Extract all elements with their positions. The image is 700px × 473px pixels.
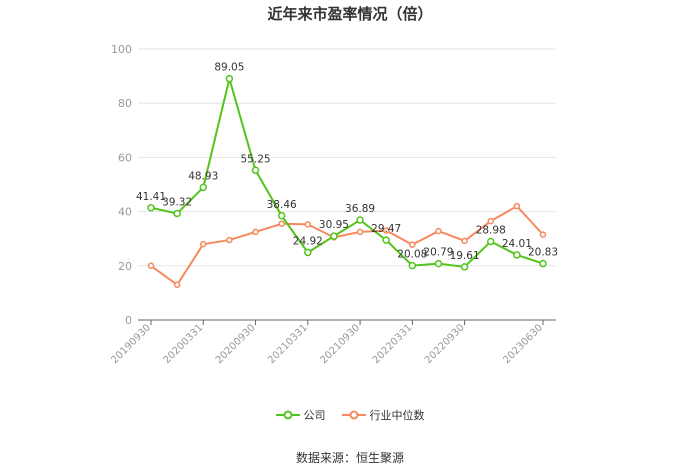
data-point-company <box>304 248 312 257</box>
data-label: 24.92 <box>293 235 323 247</box>
data-label: 36.89 <box>345 203 375 215</box>
data-label: 20.79 <box>423 247 453 259</box>
data-point-industry <box>513 202 521 210</box>
data-label: 39.32 <box>162 196 192 208</box>
data-point-company <box>251 166 260 175</box>
line-circle-icon <box>275 410 300 420</box>
data-point-industry <box>382 227 390 234</box>
data-label: 20.08 <box>397 249 427 261</box>
data-label: 41.41 <box>136 191 166 203</box>
data-point-company <box>460 263 469 271</box>
data-point-industry <box>487 217 494 225</box>
legend-item-company[interactable]: 公司 <box>275 407 326 423</box>
x-tick-label: 20190930 <box>109 322 153 366</box>
data-point-company <box>330 232 338 240</box>
data-point-company <box>199 183 208 192</box>
x-tick-label: 20200331 <box>162 322 206 366</box>
data-label: 28.98 <box>476 224 506 236</box>
data-label: 24.01 <box>502 238 532 250</box>
data-point-company <box>277 212 286 220</box>
data-point-company <box>513 251 521 259</box>
data-point-industry <box>252 228 259 236</box>
data-label: 19.61 <box>450 250 480 262</box>
y-tick-label: 60 <box>118 151 132 164</box>
data-point-company <box>434 259 443 268</box>
line-circle-icon <box>341 410 366 420</box>
y-tick-label: 40 <box>118 206 132 219</box>
data-label: 38.46 <box>267 199 297 211</box>
data-point-industry <box>278 220 285 228</box>
data-point-industry <box>409 241 416 248</box>
data-point-company <box>382 236 390 244</box>
data-point-industry <box>356 228 364 236</box>
series-line-industry <box>150 204 544 287</box>
data-label: 29.47 <box>371 223 401 235</box>
data-point-company <box>539 259 547 268</box>
legend-label-industry: 行业中位数 <box>369 409 425 422</box>
data-point-company <box>486 237 495 246</box>
x-tick-label: 20220930 <box>423 322 467 366</box>
data-label: 20.83 <box>528 247 558 259</box>
x-tick-label: 20210331 <box>266 322 310 366</box>
y-tick-label: 100 <box>111 43 132 56</box>
data-point-industry <box>226 236 233 244</box>
x-tick-label: 20210930 <box>318 322 362 366</box>
legend-item-industry[interactable]: 行业中位数 <box>341 407 425 423</box>
data-point-industry <box>147 262 155 270</box>
data-point-company <box>147 204 155 212</box>
legend-label-company: 公司 <box>303 409 326 422</box>
y-tick-label: 0 <box>125 314 132 327</box>
x-tick-label: 20220331 <box>371 322 415 366</box>
data-point-company <box>173 209 181 218</box>
y-tick-label: 80 <box>118 97 132 110</box>
data-label: 30.95 <box>319 219 349 231</box>
data-point-industry <box>435 227 442 235</box>
data-point-industry <box>539 231 547 238</box>
data-point-industry <box>304 221 312 228</box>
data-source: 数据来源：恒生聚源 <box>295 451 404 465</box>
legend: 公司 行业中位数 <box>0 407 700 423</box>
y-tick-label: 20 <box>118 260 132 273</box>
series-line-company <box>150 74 544 268</box>
data-label: 55.25 <box>241 153 271 165</box>
data-point-company <box>408 261 417 270</box>
data-point-company <box>356 216 364 224</box>
data-label: 48.93 <box>188 170 218 182</box>
chart-title: 近年来市盈率情况（倍） <box>267 5 433 23</box>
data-point-company <box>225 74 234 83</box>
x-tick-label: 20230630 <box>501 322 545 366</box>
data-point-industry <box>461 237 468 245</box>
data-point-industry <box>200 240 207 248</box>
data-label: 89.05 <box>214 62 244 74</box>
x-tick-label: 20200930 <box>214 322 258 366</box>
data-point-industry <box>173 281 181 289</box>
